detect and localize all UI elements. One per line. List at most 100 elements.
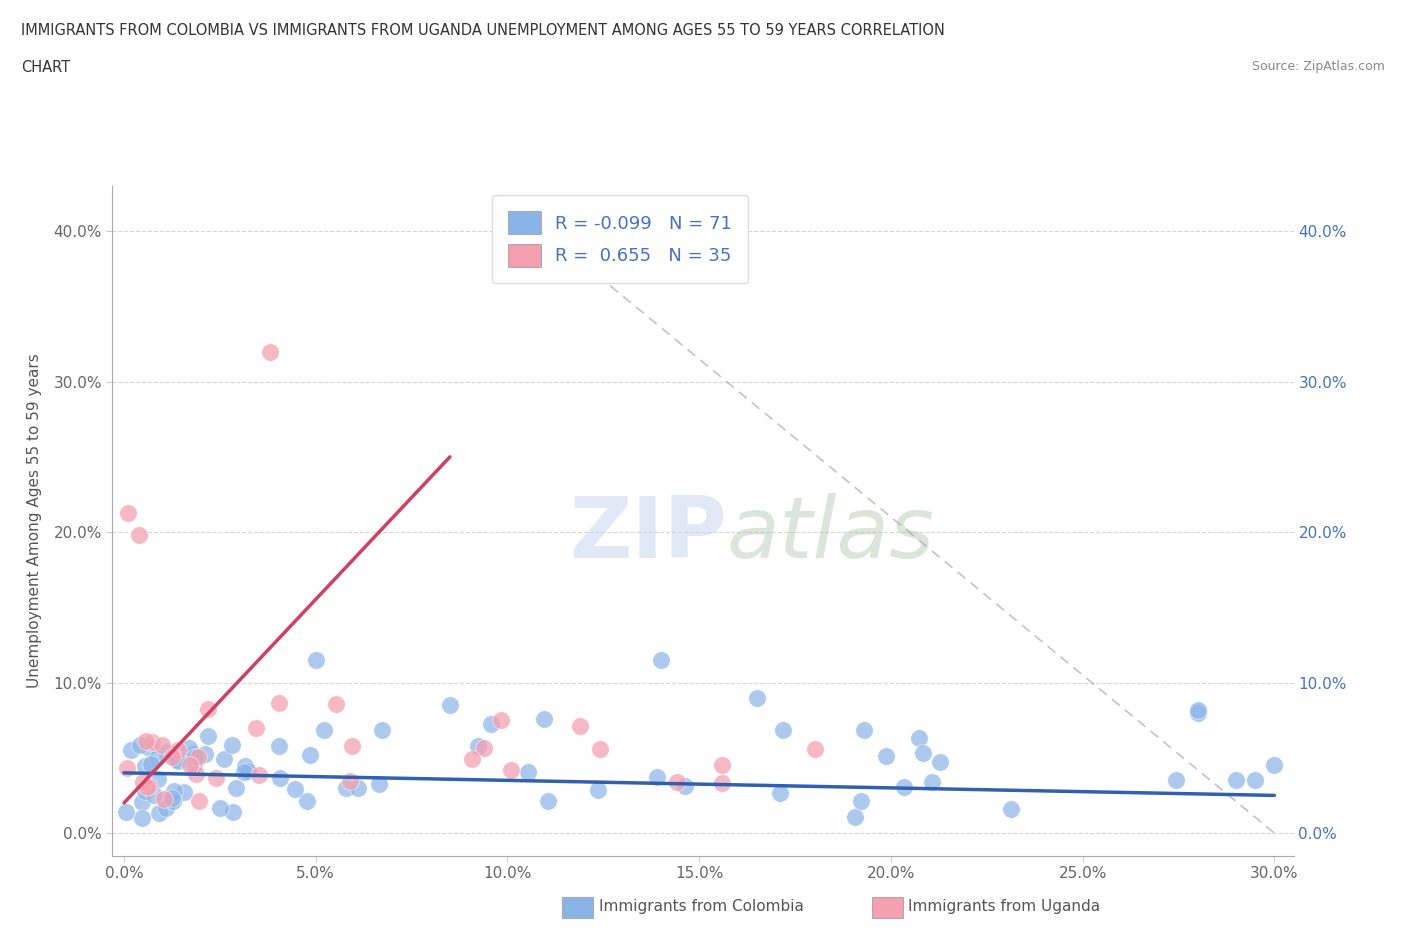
Point: [875, 749, 897, 764]
Point: [479, 717, 502, 732]
Point: [225, 781, 247, 796]
Point: [499, 763, 522, 777]
Point: [173, 785, 195, 800]
Point: [908, 730, 931, 745]
Point: [853, 723, 876, 737]
Point: [131, 794, 153, 809]
Point: [235, 758, 257, 773]
Text: Immigrants from Colombia: Immigrants from Colombia: [599, 899, 804, 914]
Point: [179, 757, 201, 772]
Point: [1263, 758, 1285, 773]
Point: [537, 793, 560, 808]
Point: [769, 785, 792, 800]
Point: [267, 738, 290, 753]
Point: [461, 751, 484, 766]
Point: [141, 756, 163, 771]
Point: [368, 777, 391, 791]
Point: [117, 505, 139, 520]
Point: [155, 801, 177, 816]
Point: [128, 527, 150, 542]
Point: [335, 780, 357, 795]
Text: IMMIGRANTS FROM COLOMBIA VS IMMIGRANTS FROM UGANDA UNEMPLOYMENT AMONG AGES 55 TO: IMMIGRANTS FROM COLOMBIA VS IMMIGRANTS F…: [21, 23, 945, 38]
Point: [893, 779, 915, 794]
Point: [849, 794, 872, 809]
Point: [1225, 773, 1247, 788]
Point: [298, 748, 321, 763]
Point: [844, 810, 866, 825]
Text: Source: ZipAtlas.com: Source: ZipAtlas.com: [1251, 60, 1385, 73]
Point: [134, 759, 156, 774]
Point: [194, 747, 217, 762]
Point: [233, 764, 256, 779]
Point: [489, 713, 512, 728]
Point: [295, 793, 318, 808]
Point: [134, 783, 156, 798]
Point: [284, 782, 307, 797]
Point: [212, 752, 235, 767]
Point: [804, 741, 827, 756]
Point: [589, 741, 612, 756]
Point: [115, 804, 138, 819]
Point: [138, 778, 160, 793]
Point: [472, 740, 495, 755]
Point: [160, 750, 183, 764]
Text: atlas: atlas: [727, 493, 935, 576]
Point: [163, 784, 186, 799]
Point: [136, 779, 159, 794]
Point: [187, 750, 209, 764]
Point: [921, 775, 943, 790]
Point: [165, 751, 187, 766]
Point: [184, 750, 207, 764]
Point: [162, 793, 184, 808]
Point: [146, 751, 169, 765]
Point: [650, 653, 672, 668]
Point: [204, 770, 226, 785]
Point: [236, 764, 259, 778]
Point: [772, 722, 794, 737]
Point: [568, 719, 591, 734]
Point: [222, 804, 245, 819]
Point: [325, 697, 347, 711]
Text: ZIP: ZIP: [569, 493, 727, 576]
Point: [710, 757, 733, 772]
Point: [181, 751, 204, 765]
Point: [269, 771, 291, 786]
Point: [186, 766, 208, 781]
Point: [141, 735, 163, 750]
Point: [312, 723, 335, 737]
Point: [197, 729, 219, 744]
Point: [156, 744, 179, 759]
Point: [340, 738, 363, 753]
Point: [745, 690, 768, 705]
Point: [647, 769, 669, 784]
Point: [1187, 705, 1209, 720]
Point: [138, 739, 160, 754]
Point: [208, 801, 231, 816]
Point: [1000, 802, 1022, 817]
Point: [167, 742, 190, 757]
Point: [305, 653, 328, 668]
Point: [467, 738, 489, 753]
Point: [439, 698, 461, 712]
Point: [371, 723, 394, 737]
Point: [120, 743, 142, 758]
Point: [673, 778, 696, 793]
Point: [911, 746, 934, 761]
Point: [586, 782, 609, 797]
Point: [259, 344, 281, 359]
Y-axis label: Unemployment Among Ages 55 to 59 years: Unemployment Among Ages 55 to 59 years: [28, 353, 42, 688]
Point: [533, 711, 555, 726]
Point: [711, 775, 734, 790]
Point: [143, 788, 166, 803]
Point: [166, 753, 188, 768]
Point: [666, 775, 689, 790]
Point: [1244, 773, 1267, 788]
Point: [131, 810, 153, 825]
Point: [928, 754, 950, 769]
Point: [183, 758, 205, 773]
Point: [132, 775, 155, 790]
Text: CHART: CHART: [21, 60, 70, 75]
Point: [187, 794, 209, 809]
Point: [148, 805, 170, 820]
Point: [339, 774, 361, 789]
